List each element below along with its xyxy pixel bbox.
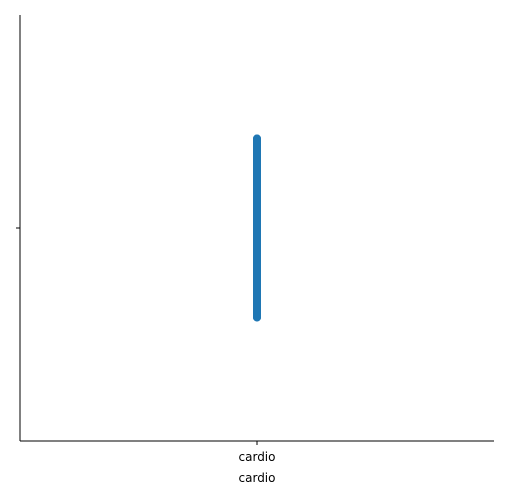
axes: [16, 15, 494, 445]
data-points: [253, 134, 261, 322]
labels: cardio cardio: [239, 450, 276, 485]
x-tick-label-cardio: cardio: [239, 450, 276, 464]
x-axis-label: cardio: [239, 471, 276, 485]
